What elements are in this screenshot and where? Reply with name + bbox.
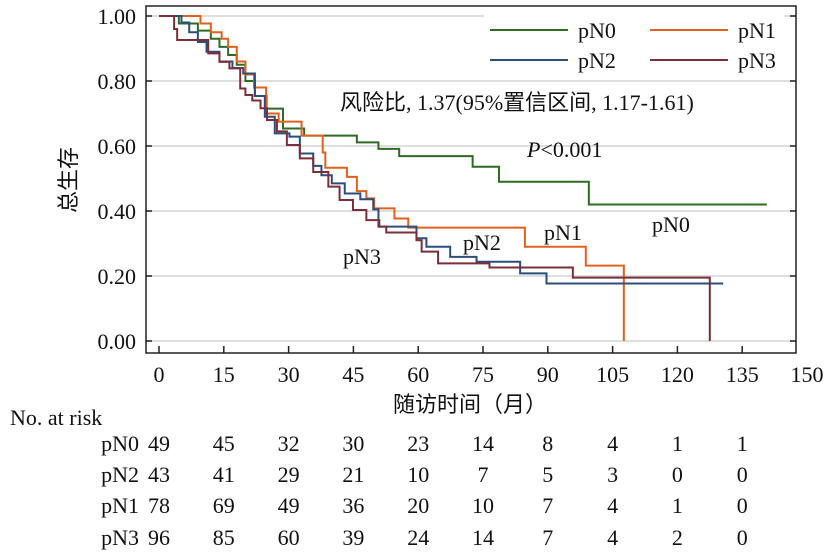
risk-count: 32 [278,431,300,456]
x-tick-label: 45 [342,362,364,387]
risk-count: 7 [542,493,553,518]
risk-table-title: No. at risk [10,405,102,430]
risk-count: 96 [148,525,170,550]
risk-count: 1 [672,493,683,518]
risk-row-label-pN3: pN3 [101,525,139,550]
risk-count: 4 [607,431,618,456]
x-tick-label: 135 [726,362,759,387]
x-tick-label: 75 [472,362,494,387]
x-tick-label: 0 [154,362,165,387]
risk-count: 29 [278,462,300,487]
risk-count: 0 [672,462,683,487]
risk-count: 4 [607,493,618,518]
risk-count: 41 [213,462,235,487]
risk-count: 3 [607,462,618,487]
risk-count: 49 [148,431,170,456]
y-tick-label: 1.00 [98,4,137,29]
risk-count: 69 [213,493,235,518]
legend-label-pN0: pN0 [578,18,616,43]
axes: 0.00 0.20 0.40 0.60 0.80 1.00 0 15 30 45 60 75 90 105… [98,4,824,387]
risk-count: 4 [607,525,618,550]
x-tick-label: 105 [596,362,629,387]
risk-count: 14 [472,431,494,456]
risk-count: 23 [407,431,429,456]
legend-label-pN1: pN1 [738,18,776,43]
risk-count: 39 [342,525,364,550]
legend-label-pN3: pN3 [738,48,776,73]
x-tick-label: 15 [213,362,235,387]
risk-count: 24 [407,525,429,550]
y-tick-label: 0.80 [98,69,137,94]
x-tick-label: 150 [791,362,824,387]
x-tick-label: 30 [278,362,300,387]
y-tick-label: 0.20 [98,264,137,289]
y-tick-label: 0.40 [98,199,137,224]
risk-count: 0 [737,493,748,518]
curve-label-pN0: pN0 [652,212,690,237]
legend-label-pN2: pN2 [578,48,616,73]
risk-count: 7 [478,462,489,487]
risk-count: 8 [542,431,553,456]
x-axis-label: 随访时间（月） [393,393,547,418]
risk-count: 10 [472,493,494,518]
risk-count: 1 [737,431,748,456]
risk-count: 30 [342,431,364,456]
hazard-ratio-annotation: 风险比, 1.37(95%置信区间, 1.17-1.61) [340,90,694,115]
risk-count: 78 [148,493,170,518]
y-axis-label: 总生存 [57,147,82,213]
curve-pN1 [159,15,625,341]
risk-count: 10 [407,462,429,487]
legend: pN0 pN1 pN2 pN3 [484,12,784,76]
risk-count: 45 [213,431,235,456]
risk-count: 1 [672,431,683,456]
risk-count: 85 [213,525,235,550]
risk-count: 7 [542,525,553,550]
risk-row-label-pN0: pN0 [101,431,139,456]
risk-count: 0 [737,525,748,550]
curve-label-pN2: pN2 [463,230,501,255]
risk-count: 0 [737,462,748,487]
curve-label-pN1: pN1 [544,220,582,245]
y-tick-label: 0.00 [98,329,137,354]
p-value-annotation: P<0.001 [526,137,602,162]
x-tick-label: 60 [407,362,429,387]
survival-curves [159,15,767,341]
risk-row-label-pN1: pN1 [101,493,139,518]
risk-count: 60 [278,525,300,550]
x-tick-label: 120 [661,362,694,387]
x-tick-label: 90 [537,362,559,387]
risk-row-label-pN2: pN2 [101,462,139,487]
risk-count: 43 [148,462,170,487]
plot-frame [145,5,797,354]
risk-count: 5 [542,462,553,487]
risk-count: 21 [342,462,364,487]
y-tick-label: 0.60 [98,134,137,159]
risk-count: 49 [278,493,300,518]
risk-count: 14 [472,525,494,550]
risk-count: 20 [407,493,429,518]
curve-label-pN3: pN3 [343,244,381,269]
curve-pN3 [159,15,711,341]
risk-count: 2 [672,525,683,550]
risk-count: 36 [342,493,364,518]
